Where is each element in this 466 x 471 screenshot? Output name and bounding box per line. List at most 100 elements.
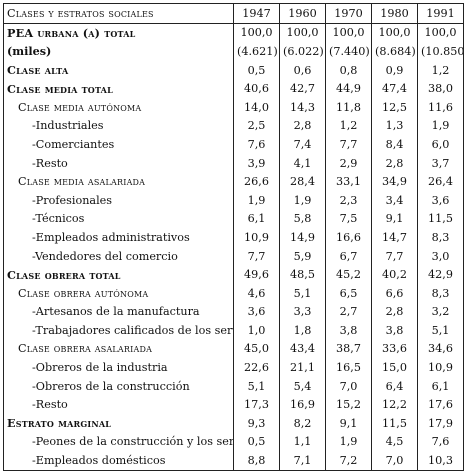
header-year: 1980: [371, 3, 418, 24]
row-value: 1,9: [233, 190, 280, 210]
row-value: 2,7: [325, 302, 372, 322]
row-value: 2,8: [371, 153, 418, 173]
table-row: -Empleados domésticos 8,8 7,1 7,2 7,0 10,3: [3, 451, 464, 471]
row-label: -Obreros de la industria: [3, 358, 234, 377]
row-value: 6,1: [417, 376, 464, 396]
row-value: 100,0: [233, 23, 280, 43]
row-value: 11,6: [417, 97, 464, 117]
row-value: 100,0: [325, 23, 372, 43]
row-label: PEA urbana (a) total: [3, 23, 234, 43]
row-label: -Peones de la construcción y los servici…: [3, 432, 234, 452]
row-value: 10,9: [233, 228, 280, 247]
row-value: 47,4: [371, 79, 418, 98]
table-row: -Comerciantes 7,6 7,4 7,7 8,4 6,0: [3, 135, 464, 154]
row-value: 11,5: [371, 414, 418, 433]
row-value: 43,4: [279, 339, 326, 359]
row-value: 6,1: [233, 209, 280, 229]
row-value: 8,3: [417, 283, 464, 303]
row-label: -Empleados administrativos: [3, 228, 234, 247]
row-value: 2,8: [279, 116, 326, 136]
row-value: 38,0: [417, 79, 464, 98]
row-value: 1,1: [279, 432, 326, 452]
row-value: 8,2: [279, 414, 326, 433]
row-value: 48,5: [279, 265, 326, 284]
row-value: 0,5: [233, 432, 280, 452]
row-value: 100,0: [371, 23, 418, 43]
row-value: 7,7: [371, 246, 418, 266]
row-value: 1,2: [325, 116, 372, 136]
row-label: (miles): [3, 42, 234, 61]
row-value: (6.022): [279, 42, 326, 61]
row-value: 4,5: [371, 432, 418, 452]
row-value: 16,6: [325, 228, 372, 247]
row-label: -Resto: [3, 395, 234, 415]
row-value: 17,6: [417, 395, 464, 415]
row-value: 34,9: [371, 172, 418, 191]
row-value: 0,6: [279, 60, 326, 80]
row-value: 6,6: [371, 283, 418, 303]
row-value: 45,0: [233, 339, 280, 359]
row-value: 40,6: [233, 79, 280, 98]
row-value: 3,4: [371, 190, 418, 210]
row-value: 5,4: [279, 376, 326, 396]
row-value: (10.850): [417, 42, 464, 61]
table-row: Clase obrera total 49,6 48,5 45,2 40,2 42,9: [3, 265, 464, 284]
row-value: 7,7: [233, 246, 280, 266]
row-value: 3,2: [417, 302, 464, 322]
row-value: 3,3: [279, 302, 326, 322]
row-label: Clase media asalariada: [3, 172, 234, 191]
row-value: 12,5: [371, 97, 418, 117]
row-value: 1,9: [417, 116, 464, 136]
row-label: -Vendedores del comercio: [3, 246, 234, 266]
table-row: -Profesionales 1,9 1,9 2,3 3,4 3,6: [3, 190, 464, 210]
row-value: 1,9: [279, 190, 326, 210]
table-row: (miles) (4.621) (6.022) (7.440) (8.684) (10.8…: [3, 42, 464, 61]
row-value: 26,6: [233, 172, 280, 191]
row-value: 5,1: [417, 321, 464, 340]
row-value: 10,9: [417, 358, 464, 377]
row-value: 7,0: [371, 451, 418, 471]
row-value: 100,0: [279, 23, 326, 43]
table-row: -Resto 17,3 16,9 15,2 12,2 17,6: [3, 395, 464, 415]
row-value: 49,6: [233, 265, 280, 284]
table-row: -Vendedores del comercio 7,7 5,9 6,7 7,7 3,0: [3, 246, 464, 266]
row-value: 22,6: [233, 358, 280, 377]
row-value: 3,6: [417, 190, 464, 210]
row-value: 26,4: [417, 172, 464, 191]
table-row: -Empleados administrativos 10,9 14,9 16,6 14…: [3, 228, 464, 247]
row-value: 2,5: [233, 116, 280, 136]
row-label: -Empleados domésticos: [3, 451, 234, 471]
row-label: -Trabajadores calificados de los servici…: [3, 321, 234, 340]
header-year: 1960: [279, 3, 326, 24]
header-label: Clases y estratos sociales: [3, 3, 234, 24]
table-row: -Obreros de la industria 22,6 21,1 16,5 15,0…: [3, 358, 464, 377]
row-label: -Artesanos de la manufactura: [3, 302, 234, 322]
row-label: Clase obrera total: [3, 265, 234, 284]
row-label: Estrato marginal: [3, 414, 234, 433]
row-value: 14,7: [371, 228, 418, 247]
row-value: (4.621): [233, 42, 280, 61]
row-label: -Resto: [3, 153, 234, 173]
row-value: (7.440): [325, 42, 372, 61]
row-value: 12,2: [371, 395, 418, 415]
row-label: -Técnicos: [3, 209, 234, 229]
table-row: Estrato marginal 9,3 8,2 9,1 11,5 17,9: [3, 414, 464, 433]
row-value: 1,2: [417, 60, 464, 80]
table-row: Clase media autónoma 14,0 14,3 11,8 12,5 11,6: [3, 97, 464, 117]
row-value: 2,3: [325, 190, 372, 210]
row-value: 0,9: [371, 60, 418, 80]
row-value: 6,0: [417, 135, 464, 154]
row-value: 4,6: [233, 283, 280, 303]
row-value: (8.684): [371, 42, 418, 61]
row-value: 21,1: [279, 358, 326, 377]
row-value: 45,2: [325, 265, 372, 284]
row-value: 7,0: [325, 376, 372, 396]
row-value: 33,6: [371, 339, 418, 359]
row-value: 7,6: [233, 135, 280, 154]
row-value: 8,3: [417, 228, 464, 247]
row-value: 34,6: [417, 339, 464, 359]
row-value: 42,7: [279, 79, 326, 98]
row-value: 3,6: [233, 302, 280, 322]
row-value: 7,1: [279, 451, 326, 471]
